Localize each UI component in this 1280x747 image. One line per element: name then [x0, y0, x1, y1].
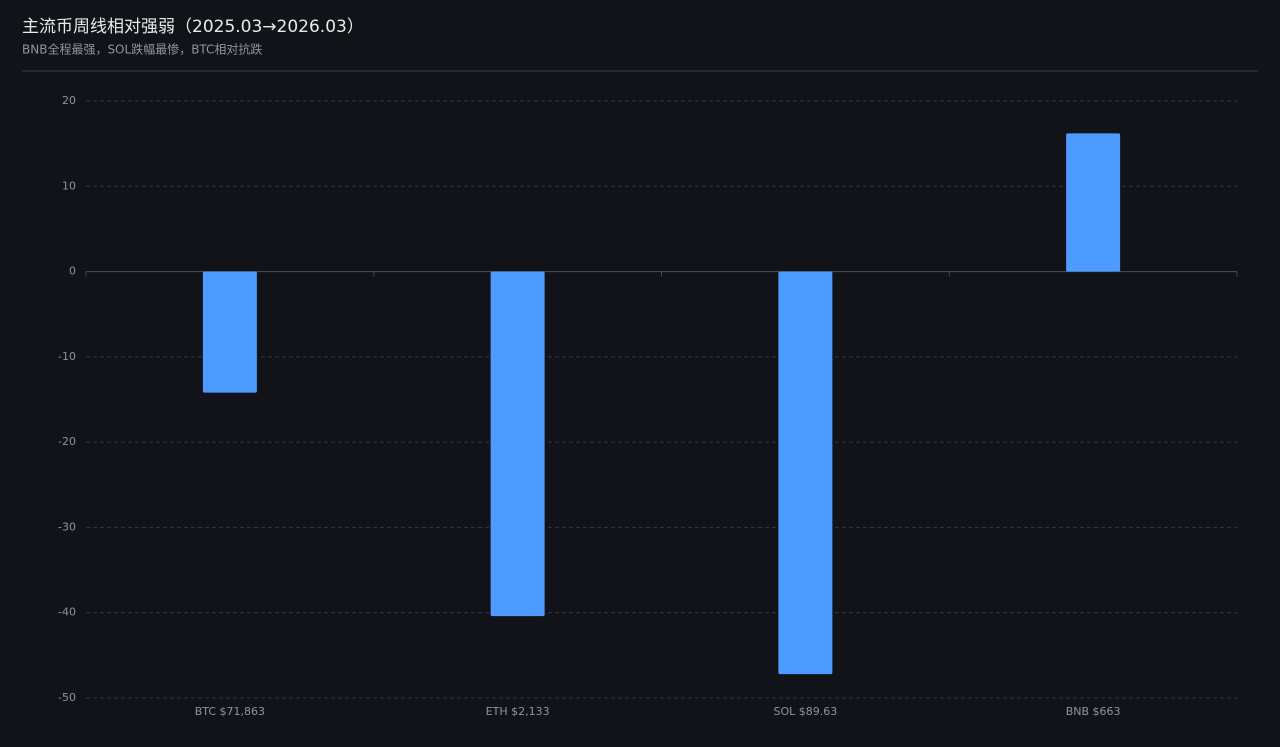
y-tick-label: -50 [58, 691, 76, 704]
bar [1066, 133, 1121, 272]
bar [202, 271, 257, 393]
bar [490, 271, 545, 617]
x-tick-label: ETH $2,133 [486, 705, 550, 718]
y-tick-label: 0 [69, 265, 76, 278]
y-tick-label: -30 [58, 520, 76, 533]
x-tick-label: BTC $71,863 [195, 705, 265, 718]
y-tick-label: -40 [58, 606, 76, 619]
y-tick-label: -20 [58, 435, 76, 448]
x-tick-label: SOL $89.63 [773, 705, 837, 718]
y-tick-label: 10 [62, 179, 76, 192]
y-tick-label: 20 [62, 94, 76, 107]
bar [778, 271, 833, 675]
x-tick-label: BNB $663 [1066, 705, 1121, 718]
chart-title: 主流币周线相对强弱（2025.03→2026.03） [22, 17, 364, 37]
y-tick-label: -10 [58, 350, 76, 363]
chart-subtitle: BNB全程最强，SOL跌幅最惨，BTC相对抗跌 [22, 42, 262, 57]
